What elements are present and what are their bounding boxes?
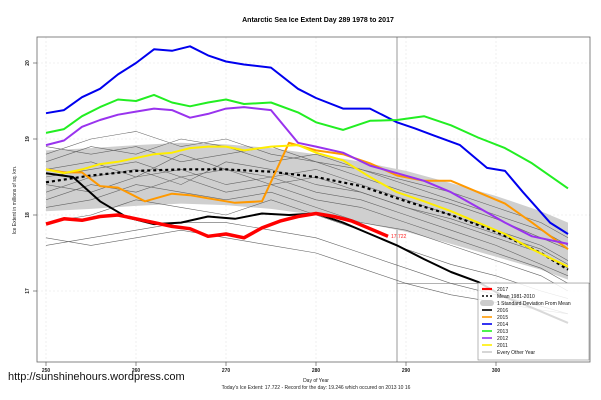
legend-item: 2011 xyxy=(482,343,508,349)
x-axis-label: Day of Year xyxy=(303,378,329,384)
every-other-year-line xyxy=(45,131,569,239)
legend-item: Every Other Year xyxy=(482,350,535,356)
y-tick-label: 17 xyxy=(25,288,31,294)
legend-label: 2012 xyxy=(497,336,508,342)
legend-item: 2014 xyxy=(482,322,508,328)
x-tick-label: 290 xyxy=(402,368,411,374)
y-tick-label: 20 xyxy=(25,60,31,66)
every-other-year-line xyxy=(45,138,569,246)
legend-label: 2015 xyxy=(497,315,508,321)
series-line-2013 xyxy=(45,93,569,190)
series-line-2012 xyxy=(45,106,569,245)
legend-label: 2017 xyxy=(497,287,508,293)
series-line-2011 xyxy=(45,144,569,268)
highlight-series xyxy=(45,45,569,324)
legend-label: 1 Standard Deviation From Mean xyxy=(497,301,571,307)
legend-box xyxy=(477,282,590,361)
legend-label: 2016 xyxy=(497,308,508,314)
x-tick-label: 250 xyxy=(42,368,51,374)
series-line-2015 xyxy=(45,141,569,251)
series-line-2017 xyxy=(45,211,389,240)
plot-frame xyxy=(36,36,591,363)
every-other-year-line xyxy=(45,161,569,269)
chart-title: Antarctic Sea Ice Extent Day 289 1978 to… xyxy=(242,17,394,24)
every-other-year-line xyxy=(45,169,569,277)
x-tick-label: 280 xyxy=(312,368,321,374)
chart-subtitle: Today's Ice Extent: 17.722 - Record for … xyxy=(222,385,411,391)
y-axis-label: Ice Extent in millions of sq. km. xyxy=(12,166,18,235)
legend-label: Every Other Year xyxy=(497,350,535,356)
legend-swatch xyxy=(480,300,494,306)
y-axis: 17 18 19 20 xyxy=(25,60,37,294)
x-axis: 250 260 270 280 290 300 xyxy=(42,362,501,374)
y-tick-label: 19 xyxy=(25,136,31,142)
every-other-year-line xyxy=(45,184,569,292)
legend-label: 2011 xyxy=(497,343,508,349)
today-extent-label: 17.722 xyxy=(391,234,407,240)
legend-label: 2014 xyxy=(497,322,508,328)
every-other-year-line xyxy=(45,169,569,284)
std-dev-band-area xyxy=(46,142,568,280)
series-line-mean-1981-2010 xyxy=(45,168,569,271)
std-dev-band xyxy=(46,142,568,280)
legend-item: 2013 xyxy=(482,329,508,335)
legend-item: 2012 xyxy=(482,336,508,342)
legend-item: 1 Standard Deviation From Mean xyxy=(480,300,571,307)
every-other-year-lines xyxy=(45,131,569,315)
y-tick-label: 18 xyxy=(25,212,31,218)
x-tick-label: 270 xyxy=(222,368,231,374)
x-tick-label: 260 xyxy=(132,368,141,374)
legend-label: Mean 1981-2010 xyxy=(497,294,535,300)
legend-item: Mean 1981-2010 xyxy=(482,294,535,300)
legend-item: 2017 xyxy=(482,287,508,293)
legend-item: 2016 xyxy=(482,308,508,314)
legend-label: 2013 xyxy=(497,329,508,335)
series-line-2014 xyxy=(45,45,569,235)
legend-item: 2015 xyxy=(482,315,508,321)
site-url: http://sunshinehours.wordpress.com xyxy=(8,371,185,383)
x-tick-label: 300 xyxy=(492,368,501,374)
